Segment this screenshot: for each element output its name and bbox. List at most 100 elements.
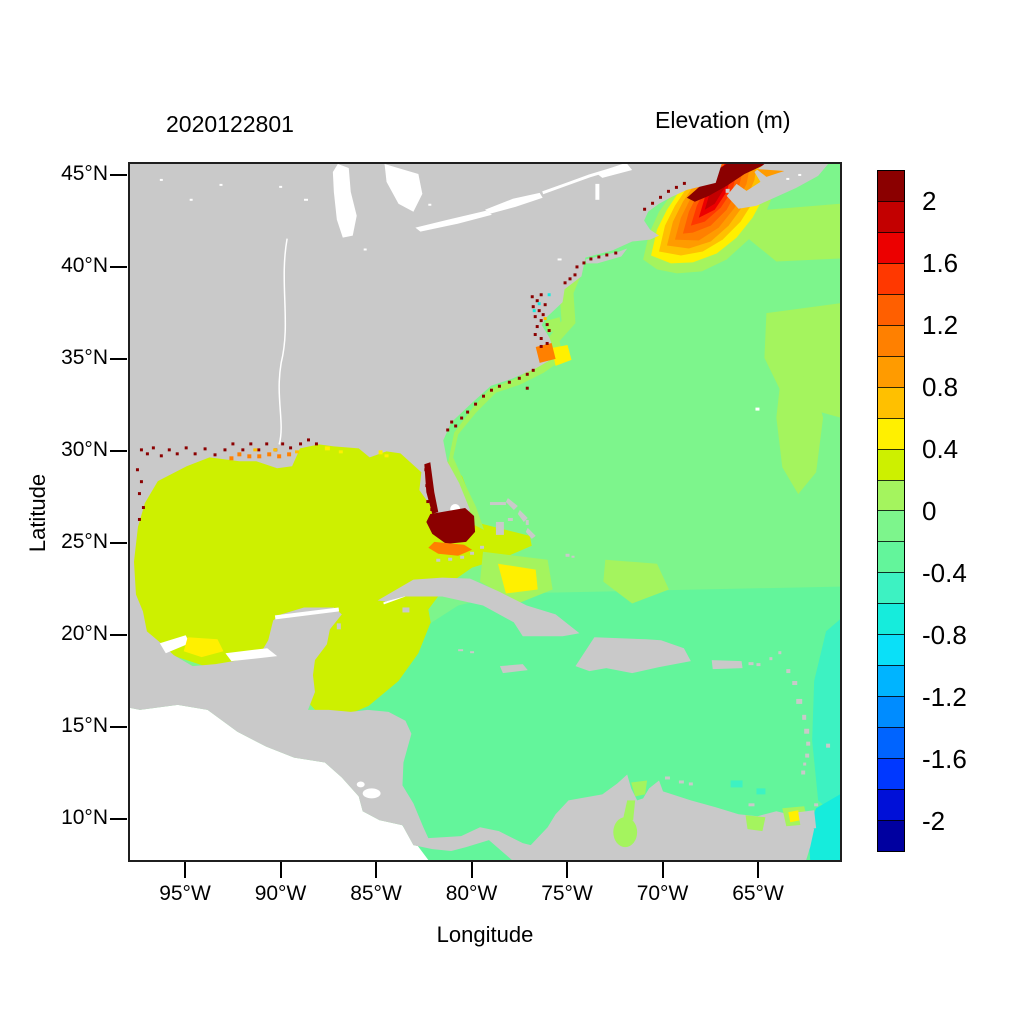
bay-of-fundy-max bbox=[686, 164, 767, 202]
colorbar-title: Elevation (m) bbox=[655, 107, 791, 133]
unare-coastal-patch bbox=[745, 815, 766, 832]
lake-maracaibo bbox=[613, 817, 638, 848]
colorbar-cell bbox=[878, 665, 904, 697]
colorbar-cell bbox=[878, 758, 904, 790]
isle-of-youth bbox=[402, 607, 410, 613]
x-tick-label: 70°W bbox=[636, 882, 689, 905]
gulf-of-venezuela-patch bbox=[631, 780, 648, 797]
lake-nicaragua bbox=[362, 788, 381, 799]
y-tick-mark bbox=[110, 726, 127, 728]
campeche-yellow-patch bbox=[183, 637, 224, 658]
colorbar-cell bbox=[878, 510, 904, 542]
colorbar-cell bbox=[878, 324, 904, 356]
x-tick-mark bbox=[470, 862, 473, 878]
venezuela-teal-patch bbox=[756, 788, 766, 795]
y-tick-mark bbox=[110, 174, 127, 176]
lake-erie bbox=[415, 210, 492, 232]
coastal-amber-speckles bbox=[253, 317, 547, 454]
atlantic-patch-turks bbox=[603, 559, 669, 604]
atlantic-patch-south-of-nova-scotia bbox=[741, 203, 840, 262]
pamlico-orange-blob bbox=[535, 342, 556, 363]
x-tick-label: 75°W bbox=[541, 882, 593, 905]
gulf-stream-coastal-band bbox=[448, 267, 583, 530]
run-date-title: 2020122801 bbox=[166, 111, 294, 137]
lesser-antilles-islands bbox=[664, 651, 831, 807]
colorbar-cell bbox=[878, 479, 904, 511]
minas-basin-orange-streak bbox=[756, 168, 785, 177]
colorbar-cell bbox=[878, 355, 904, 387]
colorbar-cell bbox=[878, 293, 904, 325]
x-axis-label: Longitude bbox=[436, 922, 534, 947]
pacific-no-data bbox=[130, 704, 512, 860]
y-tick-mark bbox=[110, 358, 127, 360]
colorbar bbox=[877, 170, 905, 852]
florida-keys bbox=[436, 545, 485, 562]
east-boundary-teal-strip bbox=[812, 619, 840, 821]
estuary-cyan-speckles bbox=[532, 293, 551, 313]
colorbar-cell bbox=[878, 789, 904, 821]
x-tick-mark bbox=[279, 862, 282, 878]
colorbar-tick-label: 1.2 bbox=[922, 310, 959, 340]
colorbar-tick-label: 1.6 bbox=[922, 248, 959, 278]
x-tick-label: 65°W bbox=[732, 882, 784, 905]
colorbar-cell bbox=[878, 603, 904, 635]
y-tick-mark bbox=[110, 266, 127, 268]
jamaica-land bbox=[499, 664, 528, 674]
campeche-white-fringe bbox=[225, 648, 278, 662]
colorbar-tick-label: -0.8 bbox=[922, 620, 967, 650]
colorbar-tick-label: -2 bbox=[922, 806, 946, 836]
y-tick-label: 40°N bbox=[61, 254, 108, 277]
yucatan-white-fringe bbox=[274, 607, 340, 620]
lake-michigan bbox=[332, 164, 357, 238]
bahamas-islands bbox=[489, 498, 575, 558]
y-tick-label: 30°N bbox=[61, 438, 108, 461]
small-inland-lakes bbox=[159, 173, 802, 261]
colorbar-cell bbox=[878, 820, 904, 851]
campeche-white-fringe bbox=[159, 635, 190, 654]
florida-bay-max bbox=[426, 508, 476, 544]
map-plot-area bbox=[128, 162, 842, 862]
coastal-orange-speckles bbox=[229, 452, 292, 461]
cuba-land bbox=[377, 577, 580, 637]
y-tick-mark bbox=[110, 450, 127, 452]
puerto-rico-land bbox=[711, 660, 743, 670]
florida-bay-orange-fringe bbox=[428, 541, 473, 556]
y-tick-label: 45°N bbox=[61, 162, 108, 185]
colorbar-cell bbox=[878, 171, 904, 201]
elevation-contour-map bbox=[130, 164, 840, 860]
x-tick-mark bbox=[661, 862, 664, 878]
florida-west-coast-red-strip bbox=[424, 462, 439, 514]
venezuela-teal-patch bbox=[730, 780, 743, 788]
maracaibo-neck bbox=[623, 800, 636, 821]
x-tick-label: 85°W bbox=[350, 882, 402, 905]
x-tick-mark bbox=[757, 862, 759, 878]
y-tick-mark bbox=[110, 818, 127, 820]
x-tick-label: 80°W bbox=[445, 882, 498, 905]
colorbar-cell bbox=[878, 696, 904, 728]
y-tick-label: 15°N bbox=[61, 714, 108, 737]
x-tick-mark bbox=[566, 862, 568, 878]
colorbar-cell bbox=[878, 572, 904, 604]
colorbar-tick-label: 0.8 bbox=[922, 372, 959, 402]
x-tick-mark bbox=[375, 862, 377, 878]
trinidad-land bbox=[798, 810, 817, 831]
colorbar-cell bbox=[878, 200, 904, 232]
north-america-land bbox=[130, 164, 815, 860]
coastal-yellow-speckles bbox=[324, 446, 389, 458]
keys-south-yellow bbox=[497, 563, 538, 594]
southeast-corner-cyan bbox=[808, 794, 840, 860]
colorbar-cell bbox=[878, 262, 904, 294]
lake-ontario bbox=[485, 192, 543, 214]
mississippi-river bbox=[278, 238, 288, 445]
colorbar-cell bbox=[878, 448, 904, 480]
colorbar-tick-label: 0 bbox=[922, 496, 937, 526]
colorbar-tick-label: -1.2 bbox=[922, 682, 967, 712]
colorbar-tick-label: -0.4 bbox=[922, 558, 967, 588]
nova-scotia-land bbox=[726, 164, 829, 209]
colorbar-tick-label: 2 bbox=[922, 186, 937, 216]
colorbar-cell bbox=[878, 231, 904, 263]
bermuda-island bbox=[755, 407, 760, 411]
atlantic-patch-teardrop bbox=[776, 372, 824, 495]
colorbar-tick-label: -1.6 bbox=[922, 744, 967, 774]
